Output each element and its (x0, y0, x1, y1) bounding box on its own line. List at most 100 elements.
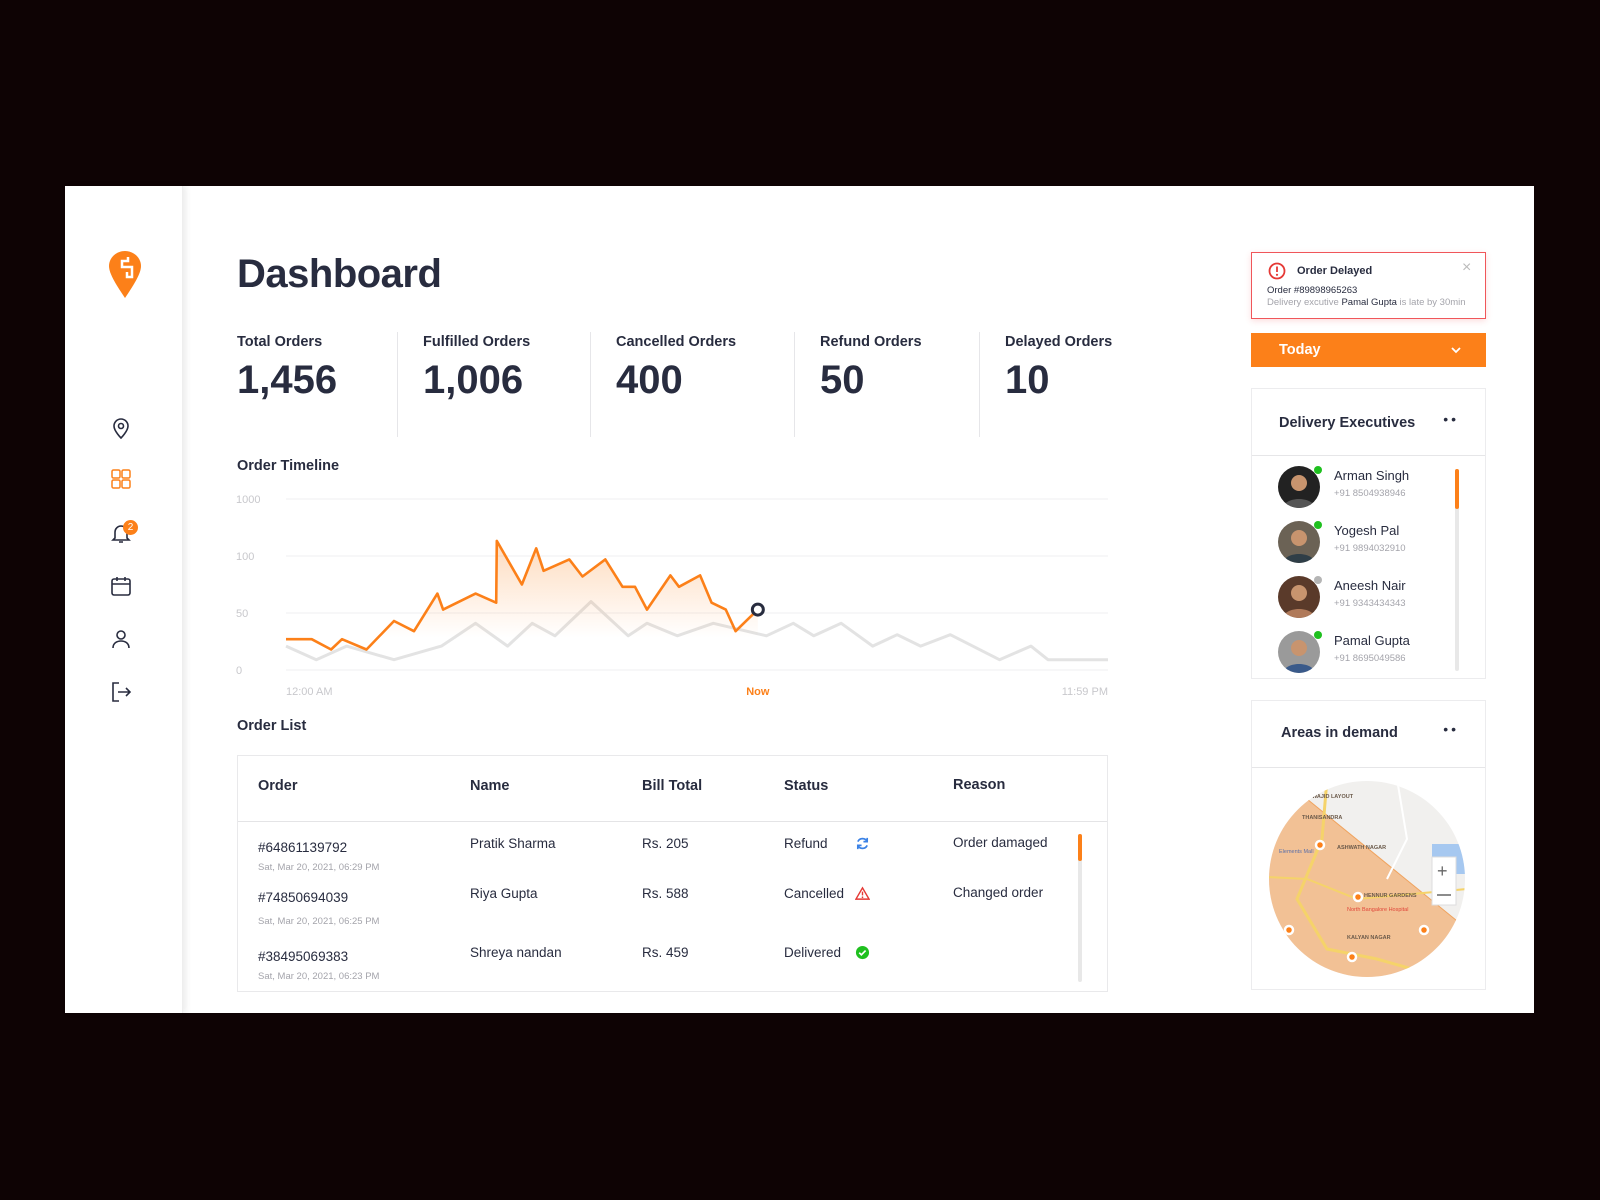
dashboard-grid-icon[interactable] (109, 467, 133, 491)
divider (1252, 767, 1485, 768)
calendar-icon[interactable] (109, 574, 133, 598)
executives-scrollbar[interactable] (1455, 469, 1459, 671)
demand-map[interactable]: WAJID LAYOUT THANISANDRA ASHWATH NAGAR H… (1267, 779, 1467, 979)
stat-cancelled-value: 400 (616, 358, 683, 402)
alert-icon (1268, 262, 1286, 280)
executive-name: Aneesh Nair (1334, 578, 1406, 593)
notification-badge: 2 (123, 520, 138, 535)
map-label: North Bangalore Hospital (1347, 907, 1408, 913)
executive-phone: +91 8504938946 (1334, 488, 1406, 499)
bill-total: Rs. 205 (642, 836, 689, 851)
scroll-thumb[interactable] (1078, 834, 1082, 861)
areas-title: Areas in demand (1281, 725, 1398, 741)
divider (979, 332, 980, 437)
more-options-icon[interactable]: •• (1443, 721, 1459, 737)
map-label: HENNUR GARDENS (1364, 893, 1417, 899)
alert-msg-text: is late by 30min (1396, 297, 1466, 308)
close-icon[interactable]: × (1462, 259, 1472, 276)
divider (238, 821, 1107, 822)
location-pin-icon[interactable] (109, 416, 133, 440)
page-title: Dashboard (237, 252, 442, 296)
order-timeline-title: Order Timeline (237, 458, 340, 474)
alert-message: Delivery excutive Pamal Gupta is late by… (1267, 297, 1466, 308)
y-tick-label: 100 (236, 551, 254, 563)
order-timeline-chart: 0 50 100 1000 12:00 AM Now 11:59 PM (236, 494, 1108, 698)
swiggy-logo[interactable] (108, 250, 142, 300)
map-label: THANISANDRA (1302, 815, 1342, 821)
col-status[interactable]: Status (784, 778, 829, 794)
order-id[interactable]: #64861139792 (258, 840, 348, 855)
col-reason[interactable]: Reason (953, 777, 1006, 793)
executive-item[interactable]: Aneesh Nair +91 9343434343 (1252, 573, 1452, 623)
order-id[interactable]: #74850694039 (258, 890, 349, 905)
series-area-orange (286, 540, 758, 670)
alert-msg-text: Delivery excutive (1267, 297, 1342, 308)
online-status-dot (1314, 631, 1322, 639)
executive-item[interactable]: Arman Singh +91 8504938946 (1252, 463, 1452, 513)
online-status-dot (1314, 466, 1322, 474)
reason-text: Order damaged (953, 835, 1048, 850)
order-date: Sat, Mar 20, 2021, 06:25 PM (258, 916, 380, 927)
stat-total-value: 1,456 (237, 358, 338, 402)
now-marker (750, 602, 765, 617)
executive-item[interactable]: Yogesh Pal +91 9894032910 (1252, 518, 1452, 568)
chevron-down-icon (1451, 347, 1461, 354)
table-scrollbar[interactable] (1078, 834, 1082, 982)
stat-refund-label: Refund Orders (820, 334, 922, 350)
avatar (1278, 466, 1320, 508)
status-text: Delivered (784, 945, 842, 960)
y-tick-label: 1000 (236, 494, 260, 506)
order-id[interactable]: #38495069383 (258, 949, 349, 964)
map-label: ASHWATH NAGAR (1337, 845, 1386, 851)
x-tick-label: 11:59 PM (1062, 686, 1108, 698)
status-text: Cancelled (784, 886, 845, 901)
offline-status-dot (1314, 576, 1322, 584)
col-bill[interactable]: Bill Total (642, 778, 703, 794)
zoom-in-button[interactable]: + (1437, 861, 1448, 881)
alert-exec-name: Pamal Gupta (1341, 297, 1397, 308)
alert-title: Order Delayed (1297, 265, 1373, 277)
customer-name: Riya Gupta (470, 886, 538, 901)
divider (590, 332, 591, 437)
executive-phone: +91 9894032910 (1334, 543, 1406, 554)
alert-order: Order #89898965263 (1267, 285, 1358, 296)
stat-fulfilled-value: 1,006 (423, 358, 524, 402)
date-filter-value: Today (1279, 342, 1321, 358)
map-label: WAJID LAYOUT (1312, 794, 1354, 800)
user-icon[interactable] (109, 627, 133, 651)
stat-refund-value: 50 (820, 358, 865, 402)
stat-total-label: Total Orders (237, 334, 323, 350)
avatar (1278, 576, 1320, 618)
map-label: Elements Mall (1279, 849, 1314, 855)
map-zoom-controls (1431, 856, 1457, 906)
stat-delayed-label: Delayed Orders (1005, 334, 1113, 350)
date-filter-dropdown[interactable]: Today (1251, 333, 1486, 367)
bill-total: Rs. 588 (642, 886, 689, 901)
demand-marker[interactable] (1346, 951, 1358, 963)
stat-delayed-value: 10 (1005, 358, 1050, 402)
more-options-icon[interactable]: •• (1443, 411, 1459, 427)
executive-phone: +91 8695049586 (1334, 653, 1406, 664)
map-label: KALYAN NAGAR (1347, 935, 1391, 941)
avatar (1278, 631, 1320, 673)
divider (397, 332, 398, 437)
executive-name: Yogesh Pal (1334, 523, 1400, 538)
stat-fulfilled-label: Fulfilled Orders (423, 334, 531, 350)
demand-marker[interactable] (1314, 839, 1326, 851)
bill-total: Rs. 459 (642, 945, 689, 960)
executive-item[interactable]: Pamal Gupta +91 8695049586 (1252, 628, 1452, 678)
online-status-dot (1314, 521, 1322, 529)
y-tick-label: 50 (236, 608, 248, 620)
divider (1252, 455, 1485, 456)
demand-marker[interactable] (1418, 924, 1430, 936)
demand-marker[interactable] (1283, 924, 1295, 936)
demand-marker[interactable] (1352, 891, 1364, 903)
col-name[interactable]: Name (470, 778, 510, 794)
divider (794, 332, 795, 437)
col-order[interactable]: Order (258, 778, 298, 794)
stat-cancelled-label: Cancelled Orders (616, 334, 737, 350)
x-tick-label: Now (746, 686, 770, 698)
avatar (1278, 521, 1320, 563)
logout-icon[interactable] (109, 680, 133, 704)
scroll-thumb[interactable] (1455, 469, 1459, 510)
